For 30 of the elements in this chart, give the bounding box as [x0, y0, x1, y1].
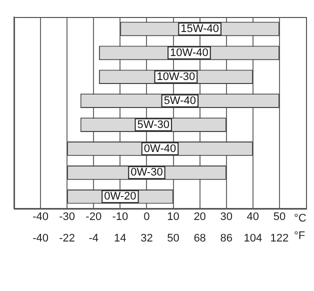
- x2-tick-label: 104: [244, 232, 262, 244]
- x2-tick-label: 14: [114, 232, 126, 244]
- x2-tick-label: 50: [167, 232, 180, 244]
- x-tick-label: 20: [194, 211, 206, 224]
- x-tick-label: -10: [112, 211, 128, 224]
- x2-tick-label: 32: [140, 232, 153, 244]
- x-tick-label: 10: [167, 211, 180, 224]
- x2-tick-label: 122: [270, 232, 289, 244]
- y-tick-label: 5W-40: [164, 94, 196, 107]
- y-tick-label: 5W-30: [137, 118, 170, 131]
- x2-axis-title: °F: [294, 230, 306, 242]
- y-tick-label: 0W-40: [144, 142, 176, 155]
- x-tick-label: 50: [273, 211, 286, 224]
- x2-tick-label: 68: [194, 232, 206, 244]
- x2-tick-label: -40: [32, 232, 48, 244]
- y-tick-label: 10W-40: [170, 46, 208, 59]
- y-tick-label: 0W-30: [130, 166, 163, 179]
- y-tick-label: 15W-40: [180, 23, 219, 36]
- x-tick-label: 40: [246, 211, 260, 224]
- x2-tick-label: -4: [88, 232, 99, 244]
- x-tick-label: 0: [144, 211, 150, 224]
- x-tick-label: -30: [59, 211, 76, 224]
- x-tick-label: -20: [86, 211, 102, 224]
- x2-tick-label: -22: [59, 232, 76, 244]
- y-tick-label: 0W-20: [104, 190, 136, 203]
- x2-tick-label: 86: [220, 232, 232, 244]
- y-tick-label: 10W-30: [156, 70, 196, 83]
- x-tick-label: -40: [32, 211, 48, 224]
- x-axis-title: °C: [294, 212, 306, 225]
- x-tick-label: 30: [220, 211, 232, 224]
